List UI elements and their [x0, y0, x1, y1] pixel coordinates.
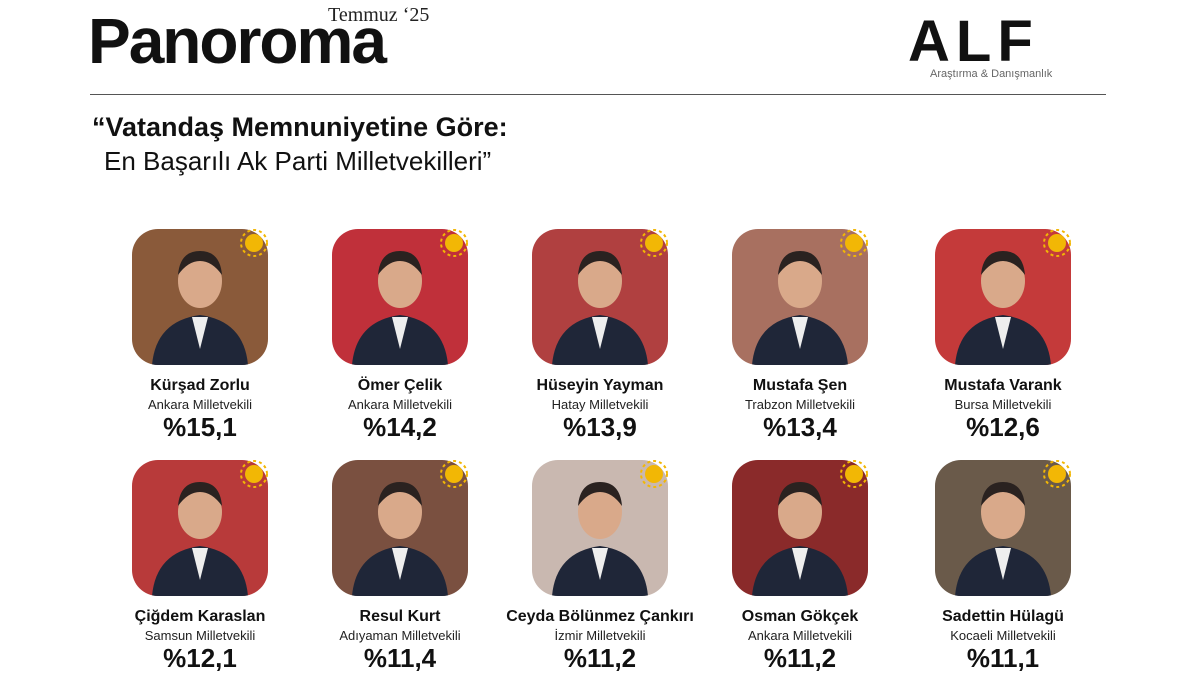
person-name: Ömer Çelik: [357, 377, 443, 394]
person-score: %11,2: [763, 643, 837, 673]
person-role: Bursa Milletvekili: [954, 397, 1052, 412]
brand: Panoroma: [88, 5, 387, 77]
person-name: Kürşad Zorlu: [150, 377, 250, 394]
photo-art: [132, 229, 268, 365]
person-photo: [732, 460, 868, 596]
person-role: Trabzon Milletvekili: [744, 397, 856, 412]
person-name: Mustafa Şen: [752, 377, 848, 394]
person-score: %12,6: [966, 412, 1040, 442]
person-photo: [532, 460, 668, 596]
person-photo: [935, 229, 1071, 365]
person-role: Ankara Milletvekili: [747, 628, 853, 643]
person-photo: [332, 460, 468, 596]
person-name: Çiğdem Karaslan: [134, 608, 266, 625]
person-role: Ankara Milletvekili: [347, 397, 453, 412]
person-card: Hüseyin Yayman Hatay Milletvekili %13,9: [500, 229, 700, 440]
person-score: %13,9: [563, 412, 637, 442]
photo-art: [732, 460, 868, 596]
person-card: Ömer Çelik Ankara Milletvekili %14,2: [300, 229, 500, 440]
person-score: %11,2: [563, 643, 637, 673]
person-card: Kürşad Zorlu Ankara Milletvekili %15,1: [100, 229, 300, 440]
photo-art: [532, 229, 668, 365]
photo-art: [732, 229, 868, 365]
logo: ALF: [908, 9, 1039, 74]
person-role: Adıyaman Milletvekili: [339, 628, 461, 643]
person-name: Resul Kurt: [359, 608, 441, 625]
person-card: Osman Gökçek Ankara Milletvekili %11,2: [700, 460, 900, 671]
person-score: %11,1: [966, 643, 1040, 673]
person-card: Sadettin Hülagü Kocaeli Milletvekili %11,1: [903, 460, 1103, 671]
title: “Vatandaş Memnuniyetine Göre:: [92, 112, 508, 142]
photo-art: [332, 460, 468, 596]
photo-art: [935, 229, 1071, 365]
person-card: Resul Kurt Adıyaman Milletvekili %11,4: [300, 460, 500, 671]
photo-art: [532, 460, 668, 596]
person-card: Ceyda Bölünmez Çankırı İzmir Milletvekili…: [500, 460, 700, 671]
person-score: %14,2: [363, 412, 437, 442]
person-role: İzmir Milletvekili: [554, 628, 646, 643]
person-name: Mustafa Varank: [944, 377, 1062, 394]
person-role: Ankara Milletvekili: [147, 397, 253, 412]
photo-art: [935, 460, 1071, 596]
person-name: Osman Gökçek: [741, 608, 859, 625]
person-name: Hüseyin Yayman: [536, 377, 664, 394]
photo-art: [332, 229, 468, 365]
person-photo: [532, 229, 668, 365]
person-card: Çiğdem Karaslan Samsun Milletvekili %12,1: [100, 460, 300, 671]
person-card: Mustafa Şen Trabzon Milletvekili %13,4: [700, 229, 900, 440]
person-photo: [132, 229, 268, 365]
person-role: Hatay Milletvekili: [551, 397, 649, 412]
person-score: %15,1: [163, 412, 237, 442]
person-card: Mustafa Varank Bursa Milletvekili %12,6: [903, 229, 1103, 440]
person-score: %11,4: [363, 643, 437, 673]
person-photo: [332, 229, 468, 365]
edition: Temmuz ‘25: [328, 4, 430, 26]
person-score: %13,4: [763, 412, 837, 442]
person-name: Sadettin Hülagü: [942, 608, 1064, 625]
person-photo: [935, 460, 1071, 596]
subtitle: En Başarılı Ak Parti Milletvekilleri”: [104, 146, 492, 176]
person-score: %12,1: [163, 643, 237, 673]
person-name: Ceyda Bölünmez Çankırı: [506, 608, 694, 625]
person-role: Kocaeli Milletvekili: [950, 628, 1056, 643]
logo-tagline: Araştırma & Danışmanlık: [930, 68, 1053, 80]
photo-art: [132, 460, 268, 596]
divider: [90, 94, 1106, 95]
person-photo: [732, 229, 868, 365]
person-role: Samsun Milletvekili: [144, 628, 256, 643]
person-photo: [132, 460, 268, 596]
